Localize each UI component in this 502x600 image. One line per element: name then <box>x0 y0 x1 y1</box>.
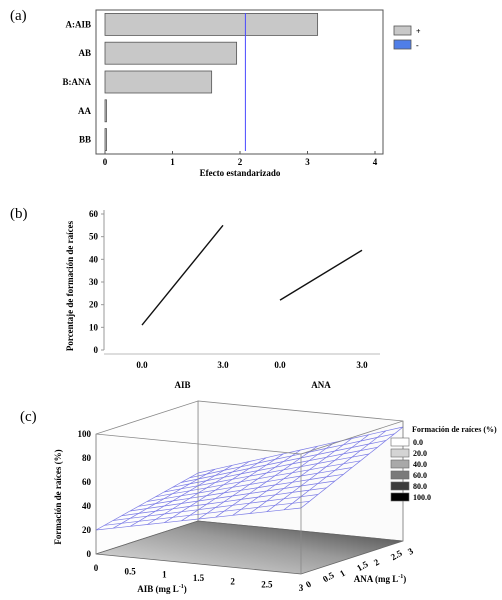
bar-chart-a: + - Efecto estandarizado A:AIB AB B:ANA AA B… <box>63 9 421 178</box>
y-tick-label: 60 <box>89 209 99 219</box>
x-tick-label: 0 <box>103 157 108 167</box>
y-tick-label: 0.5 <box>321 570 336 585</box>
legend-label: 40.0 <box>413 460 427 469</box>
legend-label-minus: - <box>416 41 419 50</box>
y-tick-label: 10 <box>89 322 99 332</box>
legend-label: 0.0 <box>413 438 423 447</box>
x-axis-label-c: AIB (mg L-1) <box>137 584 187 594</box>
y-tick-label: 0 <box>304 579 313 590</box>
x-tick-label: 4 <box>373 157 378 167</box>
y-tick-label: 40 <box>89 254 99 264</box>
legend-swatch-plus <box>393 25 412 36</box>
mesh-line <box>189 433 395 479</box>
interaction-plot-b: Porcentaje de formación de raíces 0 10 20 3… <box>65 209 380 390</box>
y-axis-label-c-end: ) <box>403 574 406 584</box>
y-tick-label: 0 <box>94 345 99 355</box>
mesh-line <box>197 426 404 474</box>
legend-title-c: Formación de raíces (%) <box>412 425 497 434</box>
y-axis-label-b: Porcentaje de formación de raíces <box>65 220 75 351</box>
bar <box>104 41 238 65</box>
category-label: A:AIB <box>65 19 91 29</box>
z-axis-label-c: Formación de raíces (%) <box>53 449 63 544</box>
x-axis-label-c-main: AIB (mg L <box>137 584 179 594</box>
x-tick-label: 1 <box>170 157 175 167</box>
legend-label-plus: + <box>416 27 421 36</box>
x-tick-label: 0 <box>94 563 99 573</box>
legend-swatch <box>390 481 410 491</box>
y-tick-label: 30 <box>89 277 99 287</box>
x-tick-label: 2 <box>230 576 235 586</box>
y-tick-label: 50 <box>89 232 99 242</box>
panel-label-b: (b) <box>10 206 28 222</box>
z-tick-label: 0 <box>87 549 92 559</box>
panel-label-a: (a) <box>10 8 27 24</box>
box-edge <box>95 433 302 455</box>
legend-swatch <box>390 448 410 458</box>
legend-label: 60.0 <box>413 471 427 480</box>
effect-line <box>279 249 363 301</box>
legend-swatch <box>390 437 410 447</box>
x-tick-label: 2 <box>238 157 243 167</box>
x-axis-label-c-end: ) <box>184 584 187 594</box>
x-tick-label: 0.5 <box>125 566 137 576</box>
z-tick-label: 60 <box>82 477 92 487</box>
mesh-line <box>180 440 387 483</box>
z-tick-label: 40 <box>82 501 92 511</box>
x-axis-label-c-sup: -1 <box>179 584 184 590</box>
mesh-line <box>300 426 404 509</box>
legend-label: 20.0 <box>413 449 427 458</box>
y-tick-label: 1.5 <box>355 559 370 574</box>
legend-swatch <box>390 470 410 480</box>
x-tick-label: 0.0 <box>136 360 148 370</box>
y-tick-label: 20 <box>89 300 99 310</box>
panel-label-c: (c) <box>20 409 37 425</box>
x-tick-label: 1.5 <box>193 573 205 583</box>
surface-chart-c: Formación de raíces (%) AIB (mg L-1) ANA… <box>53 400 497 594</box>
factor-label: ANA <box>311 380 331 390</box>
z-tick-label: 20 <box>82 525 92 535</box>
effect-line <box>141 224 224 326</box>
y-tick-label: 2.5 <box>389 548 404 563</box>
bar <box>104 70 213 94</box>
x-tick-label: 3 <box>299 583 304 593</box>
x-axis-label-a: Efecto estandarizado <box>200 168 281 178</box>
y-tick-label: 1 <box>338 568 347 579</box>
x-tick-label: 2.5 <box>261 580 273 590</box>
x-tick-label: 3.0 <box>217 360 229 370</box>
category-label: AA <box>78 106 91 116</box>
y-axis-label-c-sup: -1 <box>398 574 403 580</box>
category-label: B:ANA <box>63 77 92 87</box>
x-tick-label: 0.0 <box>274 360 286 370</box>
z-tick-label: 100 <box>78 429 92 439</box>
y-tick-label: 3 <box>406 546 415 557</box>
box-edge <box>300 420 404 455</box>
y-axis-label-c: ANA (mg L-1) <box>354 574 407 584</box>
bar <box>104 99 107 123</box>
x-tick-label: 1 <box>162 570 167 580</box>
bar <box>104 128 107 152</box>
legend-swatch <box>390 459 410 469</box>
category-label: AB <box>78 48 91 58</box>
z-tick-label: 80 <box>82 453 92 463</box>
factor-label: AIB <box>174 380 190 390</box>
x-tick-label: 3 <box>305 157 310 167</box>
legend-swatch <box>390 492 410 502</box>
legend-label: 100.0 <box>413 493 431 502</box>
legend-label: 80.0 <box>413 482 427 491</box>
category-label: BB <box>79 135 91 145</box>
x-tick-label: 3.0 <box>356 360 368 370</box>
y-tick-label: 2 <box>372 557 381 568</box>
bar <box>104 12 319 36</box>
y-axis-label-c-main: ANA (mg L <box>354 574 399 584</box>
legend-swatch-minus <box>393 39 412 50</box>
